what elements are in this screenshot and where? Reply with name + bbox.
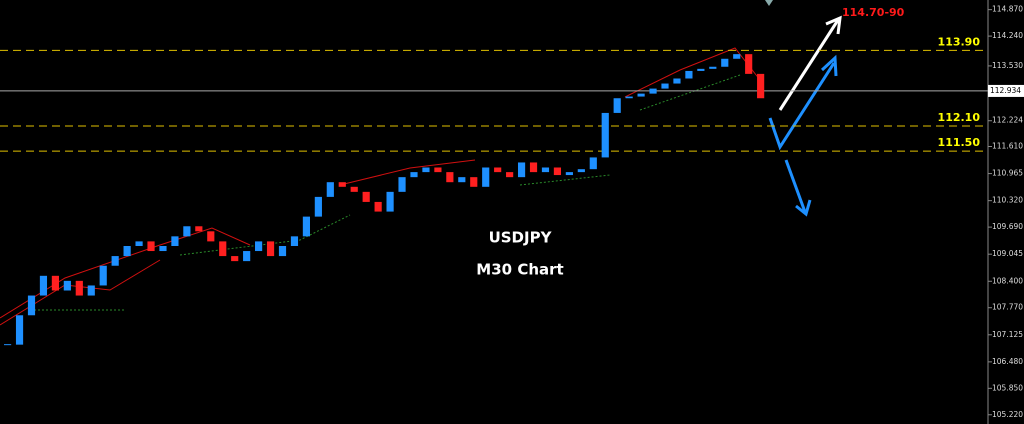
candle xyxy=(446,172,454,183)
candle xyxy=(637,93,645,97)
candle xyxy=(171,236,179,247)
candle xyxy=(398,177,406,192)
candle xyxy=(63,280,71,291)
candle xyxy=(75,280,83,296)
candle xyxy=(27,295,36,316)
candle xyxy=(111,256,119,266)
candle xyxy=(219,241,227,257)
chart-subtitle: M30 Chart xyxy=(476,261,563,279)
candle xyxy=(482,167,490,187)
candle xyxy=(494,167,502,173)
candle xyxy=(541,167,550,173)
y-tick-label: 108.400 xyxy=(992,276,1023,285)
candle xyxy=(529,162,538,173)
y-tick-label: 110.320 xyxy=(992,196,1023,205)
candle xyxy=(255,241,263,252)
candle xyxy=(470,177,478,187)
y-tick-label: 107.125 xyxy=(992,330,1023,339)
y-tick-label: 113.530 xyxy=(992,61,1023,70)
candle xyxy=(338,182,346,187)
candle xyxy=(183,226,191,237)
y-tick-label: 112.224 xyxy=(992,116,1023,125)
candle xyxy=(625,96,633,99)
y-tick-label: 106.480 xyxy=(992,357,1023,366)
level-label: 112.10 xyxy=(938,111,981,124)
candle xyxy=(709,66,717,69)
candle xyxy=(422,167,430,173)
shift-marker xyxy=(765,0,773,6)
candle xyxy=(243,251,251,262)
candle xyxy=(434,167,442,173)
candle xyxy=(757,73,765,99)
candle xyxy=(386,191,394,212)
candle xyxy=(745,54,753,74)
candle xyxy=(266,241,275,257)
candle xyxy=(87,285,95,296)
candle xyxy=(350,186,358,192)
y-tick-label: 109.690 xyxy=(992,222,1023,231)
y-tick-label: 105.850 xyxy=(992,383,1023,392)
candle xyxy=(15,315,24,345)
candle xyxy=(278,246,287,257)
chart-title: USDJPY xyxy=(489,229,553,247)
candle xyxy=(721,58,729,67)
candle xyxy=(231,256,239,262)
candle xyxy=(410,172,418,178)
level-label: 113.90 xyxy=(938,35,981,48)
candle xyxy=(123,246,131,257)
y-tick-label: 111.610 xyxy=(992,142,1023,151)
candle xyxy=(553,167,562,176)
candle xyxy=(99,265,107,286)
candle xyxy=(506,172,514,178)
y-tick-label: 114.240 xyxy=(992,31,1023,40)
candle xyxy=(733,54,741,59)
candle xyxy=(302,216,310,237)
candle xyxy=(159,246,167,252)
candle xyxy=(517,162,526,178)
current-price-label: 112.934 xyxy=(990,86,1021,95)
candle xyxy=(673,78,681,84)
candle xyxy=(601,112,609,158)
y-tick-label: 109.045 xyxy=(992,249,1023,258)
candle xyxy=(565,172,573,176)
y-tick-label: 107.770 xyxy=(992,303,1023,312)
candle xyxy=(290,236,299,247)
candle xyxy=(661,83,669,89)
candle xyxy=(374,201,382,212)
candle xyxy=(685,70,693,79)
target-label: 114.70-90 xyxy=(842,6,905,19)
candle xyxy=(147,241,155,252)
candle xyxy=(135,241,143,247)
candle xyxy=(613,98,621,113)
y-tick-label: 110.965 xyxy=(992,169,1023,178)
candle xyxy=(326,182,334,197)
y-tick-label: 114.870 xyxy=(992,5,1023,14)
candle xyxy=(51,275,59,291)
y-tick-label: 105.220 xyxy=(992,410,1023,419)
candle xyxy=(589,157,597,170)
current-price-box xyxy=(988,84,1024,97)
candle xyxy=(195,226,203,232)
candle xyxy=(577,169,585,173)
candle xyxy=(649,88,657,94)
candle xyxy=(362,191,370,202)
level-label: 111.50 xyxy=(938,136,981,149)
candle xyxy=(39,275,48,296)
candle xyxy=(314,196,322,217)
candle xyxy=(697,68,705,71)
candle xyxy=(458,177,466,183)
candle xyxy=(207,231,215,242)
